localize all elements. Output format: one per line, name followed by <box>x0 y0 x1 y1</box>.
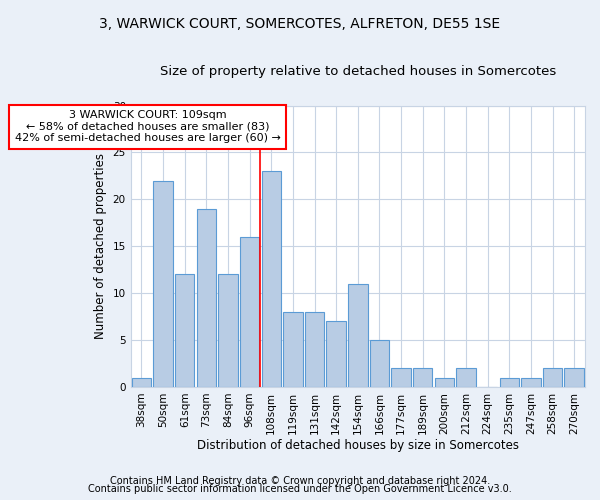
Bar <box>240 237 259 387</box>
Text: 3, WARWICK COURT, SOMERCOTES, ALFRETON, DE55 1SE: 3, WARWICK COURT, SOMERCOTES, ALFRETON, … <box>100 18 500 32</box>
Bar <box>456 368 476 387</box>
Bar <box>521 378 541 387</box>
Bar <box>175 274 194 387</box>
Bar <box>500 378 519 387</box>
Text: Contains HM Land Registry data © Crown copyright and database right 2024.: Contains HM Land Registry data © Crown c… <box>110 476 490 486</box>
Bar <box>154 180 173 387</box>
Bar <box>391 368 411 387</box>
Bar <box>132 378 151 387</box>
Bar <box>565 368 584 387</box>
X-axis label: Distribution of detached houses by size in Somercotes: Distribution of detached houses by size … <box>197 440 519 452</box>
Bar <box>413 368 433 387</box>
Title: Size of property relative to detached houses in Somercotes: Size of property relative to detached ho… <box>160 65 556 78</box>
Bar <box>262 171 281 387</box>
Bar <box>434 378 454 387</box>
Bar <box>370 340 389 387</box>
Bar <box>283 312 302 387</box>
Y-axis label: Number of detached properties: Number of detached properties <box>94 154 107 340</box>
Text: Contains public sector information licensed under the Open Government Licence v3: Contains public sector information licen… <box>88 484 512 494</box>
Bar <box>197 208 216 387</box>
Bar <box>348 284 368 387</box>
Bar <box>305 312 324 387</box>
Bar <box>218 274 238 387</box>
Text: 3 WARWICK COURT: 109sqm
← 58% of detached houses are smaller (83)
42% of semi-de: 3 WARWICK COURT: 109sqm ← 58% of detache… <box>14 110 280 144</box>
Bar <box>326 322 346 387</box>
Bar <box>543 368 562 387</box>
